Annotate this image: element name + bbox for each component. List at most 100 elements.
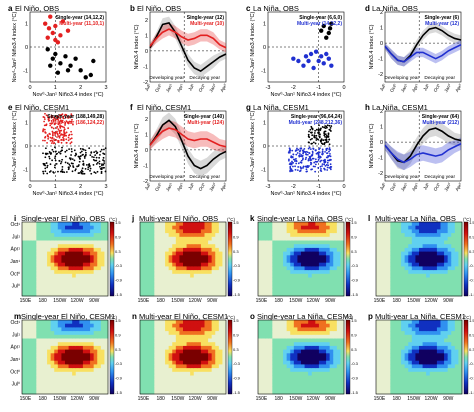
- map-cell: [283, 292, 288, 297]
- panel-title: Multi-year El Niño, OBS: [139, 214, 218, 223]
- map-cell: [25, 353, 30, 358]
- map-cell: [293, 320, 298, 325]
- map-cell: [404, 349, 409, 354]
- single-year-point: [53, 171, 55, 174]
- map-cell: [175, 255, 180, 260]
- single-year-point: [328, 124, 331, 127]
- map-cell: [322, 292, 327, 297]
- map-cell: [82, 371, 87, 376]
- map-cell: [458, 379, 463, 384]
- single-year-point: [315, 128, 318, 131]
- map-cell: [57, 229, 62, 234]
- map-cell: [275, 342, 280, 347]
- map-cell: [451, 255, 456, 260]
- multi-year-point: [60, 139, 62, 141]
- map-cell: [200, 357, 205, 362]
- map-cell: [172, 284, 177, 289]
- map-cell: [75, 270, 80, 275]
- map-cell: [39, 262, 44, 267]
- map-cell: [197, 281, 202, 286]
- map-cell: [275, 247, 280, 252]
- panel-letter: p: [368, 312, 373, 321]
- map-cell: [279, 255, 284, 260]
- map-cell: [215, 320, 220, 325]
- colorbar-tick-label: -0.3: [233, 263, 241, 268]
- map-cell: [411, 320, 416, 325]
- map-cell: [444, 233, 449, 238]
- map-cell: [140, 288, 144, 293]
- map-cell: [43, 284, 48, 289]
- map-cell: [261, 371, 266, 376]
- map-cell: [261, 233, 266, 238]
- map-cell: [429, 334, 434, 339]
- map-cell: [68, 262, 73, 267]
- map-cell: [454, 386, 459, 391]
- map-cell: [82, 281, 87, 286]
- map-cell: [183, 281, 187, 286]
- map-cell: [376, 266, 380, 271]
- map-cell: [50, 240, 55, 245]
- multi-year-point: [54, 119, 57, 121]
- map-cell: [426, 338, 431, 343]
- map-cell: [393, 382, 398, 387]
- map-cell: [82, 323, 87, 328]
- map-cell: [401, 390, 406, 395]
- map-cell: [165, 368, 170, 373]
- multi-year-point: [46, 141, 48, 144]
- map-cell: [440, 357, 445, 362]
- map-cell: [165, 382, 170, 387]
- map-cell: [258, 364, 262, 369]
- map-cell: [86, 259, 91, 264]
- map-cell: [175, 259, 180, 264]
- map-cell: [386, 342, 391, 347]
- map-cell: [43, 225, 48, 230]
- single-year-point: [103, 162, 106, 165]
- map-cell: [165, 353, 170, 358]
- map-cell: [25, 342, 30, 347]
- map-cell: [154, 357, 159, 362]
- map-cell: [275, 222, 280, 227]
- map-cell: [65, 262, 69, 267]
- multi-year-point: [326, 161, 329, 164]
- map-cell: [379, 386, 384, 391]
- map-cell: [265, 233, 270, 238]
- map-cell: [304, 382, 309, 387]
- map-cell: [258, 236, 262, 241]
- map-cell: [179, 345, 184, 350]
- multi-year-point: [296, 152, 299, 154]
- map-cell: [140, 323, 144, 328]
- map-cell: [82, 375, 87, 380]
- map-cell: [451, 375, 456, 380]
- multi-year-point: [56, 132, 59, 135]
- map-cell: [318, 349, 323, 354]
- x-tick-label: -2: [291, 85, 296, 91]
- map-cell: [215, 270, 220, 275]
- map-cell: [376, 262, 380, 267]
- map-cell: [154, 288, 159, 293]
- panel-title: El Niño, CESM1: [137, 103, 191, 112]
- map-cell: [390, 292, 395, 297]
- map-cell: [86, 345, 91, 350]
- single-year-point: [90, 151, 93, 153]
- map-cell: [315, 375, 320, 380]
- map-cell: [411, 371, 416, 376]
- map-cell: [433, 342, 438, 347]
- map-cell: [39, 386, 44, 391]
- map-cell: [397, 382, 402, 387]
- map-cell: [79, 360, 84, 365]
- map-cell: [311, 273, 316, 278]
- multi-year-point: [64, 113, 67, 116]
- map-cell: [200, 284, 205, 289]
- map-cell: [100, 270, 105, 275]
- map-cell: [293, 236, 298, 241]
- map-cell: [318, 255, 323, 260]
- map-cell: [275, 273, 280, 278]
- lon-tick-label: 90W: [89, 396, 100, 402]
- map-cell: [172, 342, 177, 347]
- single-year-point: [73, 149, 76, 152]
- map-cell: [200, 229, 205, 234]
- map-cell: [329, 247, 334, 252]
- map-cell: [401, 357, 406, 362]
- map-cell: [100, 292, 105, 297]
- map-cell: [304, 345, 309, 350]
